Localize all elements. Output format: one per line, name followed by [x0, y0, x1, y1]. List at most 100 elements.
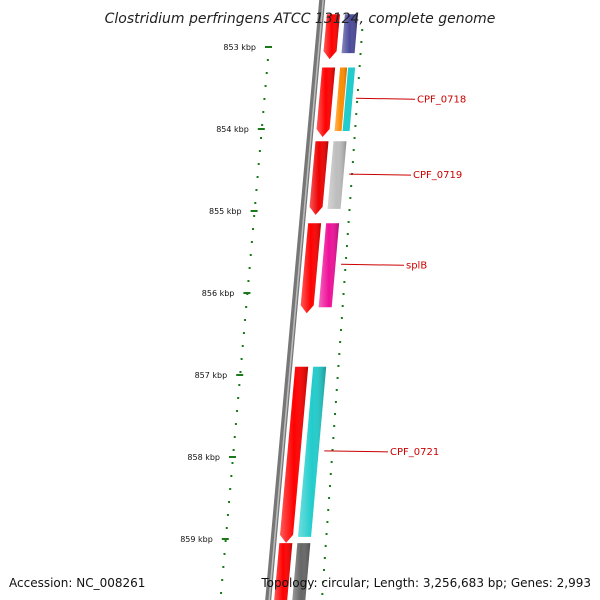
ruler-tick-label: 853 kbp: [223, 43, 256, 52]
ruler-dot: [244, 319, 247, 321]
ruler-dot: [238, 384, 241, 386]
feature-bar-shade: [341, 14, 358, 54]
gene-feature[interactable]: [274, 543, 311, 600]
ruler-dot: [257, 163, 260, 165]
outer-dot: [349, 197, 352, 199]
ruler-dot: [222, 566, 225, 568]
gene-feature[interactable]: [309, 141, 347, 215]
ruler-dot: [248, 267, 251, 269]
ruler-dot: [249, 254, 252, 256]
ruler-dot: [255, 189, 258, 191]
gene-label[interactable]: CPF_0719: [413, 170, 462, 181]
ruler-tick-label: 856 kbp: [202, 289, 235, 298]
genome-backbone: [265, 0, 326, 600]
outer-dot: [326, 521, 329, 523]
outer-dot: [341, 305, 344, 307]
ruler-dot: [242, 332, 245, 334]
ruler-dot: [241, 345, 244, 347]
gene-feature[interactable]: [316, 67, 356, 138]
outer-dot: [323, 569, 326, 571]
feature-bar-shade: [298, 366, 327, 537]
gene-label[interactable]: CPF_0721: [390, 447, 439, 458]
outer-dot: [343, 281, 346, 283]
outer-dot: [324, 545, 327, 547]
outer-dot: [333, 425, 336, 427]
outer-dot: [345, 245, 348, 247]
gene-label-leader: [324, 450, 389, 453]
ruler-dot: [254, 202, 257, 204]
feature-bar-shade: [318, 223, 340, 308]
topology-text: Topology: circular; Length: 3,256,683 bp…: [260, 576, 591, 590]
ruler-dot: [247, 280, 250, 282]
outer-dot: [350, 185, 353, 187]
gene-feature[interactable]: [323, 14, 358, 60]
outer-dot: [357, 77, 360, 79]
ruler-dot: [245, 306, 248, 308]
outer-dot: [332, 437, 335, 439]
ruler-dot: [226, 514, 229, 516]
gene-arrow-shade: [280, 366, 309, 543]
outer-dot: [358, 65, 361, 67]
ruler-tick-label: 858 kbp: [187, 453, 220, 462]
outer-dot: [328, 485, 331, 487]
ruler-dot: [234, 423, 237, 425]
outer-dot: [334, 413, 337, 415]
gene-label[interactable]: splB: [406, 260, 427, 271]
outer-dot: [347, 221, 350, 223]
outer-dot: [351, 161, 354, 163]
ruler-dot: [233, 436, 236, 438]
ruler-dot: [266, 59, 269, 61]
ruler-tick-label: 854 kbp: [216, 125, 249, 134]
outer-dot: [353, 137, 356, 139]
ruler-dot: [250, 241, 253, 243]
ruler-dot: [264, 85, 267, 87]
ruler-dot: [261, 124, 264, 126]
ruler-dot: [263, 98, 266, 100]
outer-dot: [329, 473, 332, 475]
gene-arrow-shade: [300, 223, 322, 314]
outer-dot: [340, 317, 343, 319]
outer-dot: [339, 341, 342, 343]
outer-dot: [356, 89, 359, 91]
outer-dot: [360, 41, 363, 43]
ruler-dot: [258, 150, 261, 152]
gene-label[interactable]: CPF_0718: [417, 94, 466, 105]
ruler-dot: [262, 111, 265, 113]
outer-dot: [345, 257, 348, 259]
outer-dots: [321, 29, 364, 595]
gene-arrow-shade: [309, 141, 329, 215]
gene-arrow-shade: [323, 14, 340, 60]
gene-label-leader: [355, 97, 416, 100]
accession-text: Accession: NC_008261: [9, 576, 145, 590]
backbone-line: [265, 0, 326, 600]
ruler-dot: [252, 228, 255, 230]
ruler-dot: [230, 475, 233, 477]
ruler-dot: [221, 579, 224, 581]
feature-bar-2: [342, 67, 356, 131]
gene-feature[interactable]: [300, 223, 340, 314]
ruler-dot: [256, 176, 259, 178]
ruler-dot: [229, 488, 232, 490]
ruler-dot: [260, 137, 263, 139]
outer-dot: [325, 533, 328, 535]
outer-dot: [335, 389, 338, 391]
outer-dot: [327, 509, 330, 511]
ruler-dots: [220, 59, 269, 594]
outer-dot: [342, 293, 345, 295]
outer-dot: [354, 125, 357, 127]
outer-dot: [346, 233, 349, 235]
ruler-dot: [232, 449, 235, 451]
ruler-dot: [240, 358, 243, 360]
outer-dot: [344, 269, 347, 271]
ruler-dot: [225, 527, 228, 529]
outer-dot: [355, 113, 358, 115]
outer-dot: [331, 449, 334, 451]
ruler-dot: [239, 371, 242, 373]
ruler-dot: [265, 72, 268, 74]
gene-arrow-shade: [274, 543, 293, 600]
gene-feature[interactable]: [280, 366, 327, 543]
ruler-dot: [220, 592, 223, 594]
outer-dot: [337, 365, 340, 367]
outer-dot: [361, 29, 364, 31]
